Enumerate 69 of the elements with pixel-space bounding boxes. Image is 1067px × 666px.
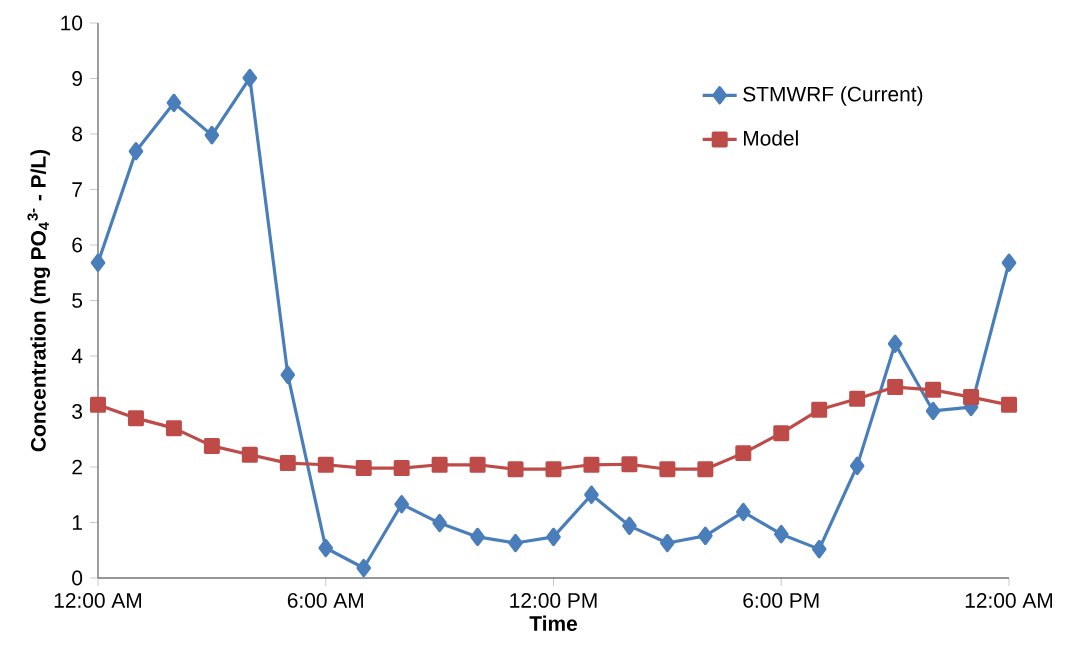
point — [811, 401, 828, 418]
point — [849, 390, 866, 407]
y-tick-label: 2 — [72, 459, 82, 475]
y-tick-label: 8 — [72, 126, 83, 142]
point — [735, 445, 752, 462]
point — [204, 125, 220, 145]
y-tick-label: 5 — [72, 293, 83, 308]
point — [508, 533, 523, 553]
x-tick-label: 6:00 PM — [743, 593, 819, 608]
point — [317, 456, 334, 473]
point — [546, 527, 561, 547]
x-tick-label: 12:00 PM — [510, 593, 597, 608]
point — [432, 513, 447, 533]
point — [659, 461, 676, 478]
point — [584, 485, 599, 504]
point — [470, 527, 485, 547]
legend-label: Model — [743, 130, 798, 146]
y-tick-label: 6 — [72, 237, 83, 253]
point — [394, 494, 409, 514]
y-tick-label: 4 — [71, 348, 83, 364]
point — [1001, 253, 1017, 272]
y-tick-label: 0 — [72, 570, 83, 586]
point — [128, 142, 144, 161]
point — [393, 460, 410, 477]
x-axis-title: Time — [529, 615, 578, 631]
y-tick-label: 7 — [72, 182, 82, 197]
point — [545, 461, 562, 478]
point — [773, 425, 790, 442]
point — [241, 446, 258, 463]
point — [355, 460, 372, 477]
point — [242, 68, 258, 88]
point — [887, 334, 903, 353]
point — [507, 461, 524, 478]
x-tick-label: 12:00 AM — [54, 593, 142, 608]
x-tick-label: 12:00 AM — [965, 593, 1053, 608]
point — [318, 538, 334, 558]
point — [660, 533, 675, 553]
point — [583, 456, 600, 473]
point — [90, 396, 106, 413]
point — [925, 401, 941, 421]
point — [887, 379, 904, 396]
point — [1001, 396, 1018, 413]
point — [469, 456, 486, 473]
point — [90, 253, 106, 272]
point — [925, 381, 942, 398]
point — [697, 461, 714, 478]
point — [166, 93, 182, 113]
legend-label: STMWRF (Current) — [743, 86, 923, 106]
point — [736, 502, 751, 522]
point — [621, 456, 638, 473]
point — [127, 410, 144, 427]
point — [203, 437, 220, 454]
y-tick-label: 9 — [72, 71, 82, 86]
point — [356, 558, 372, 578]
point — [165, 420, 182, 437]
point — [849, 456, 865, 476]
y-tick-label: 10 — [61, 15, 83, 31]
x-tick-label: 6:00 AM — [287, 593, 363, 608]
point — [622, 516, 637, 536]
point — [280, 365, 296, 385]
point — [431, 456, 448, 473]
point — [773, 524, 789, 544]
point — [811, 539, 827, 559]
y-axis-title: Concentration (mg PO$_{4}$$^{3-}$ - P/L) — [27, 149, 51, 452]
point — [963, 389, 980, 406]
point — [698, 526, 713, 546]
point — [279, 455, 296, 472]
y-tick-label: 3 — [72, 404, 83, 419]
y-tick-label: 1 — [72, 515, 82, 530]
